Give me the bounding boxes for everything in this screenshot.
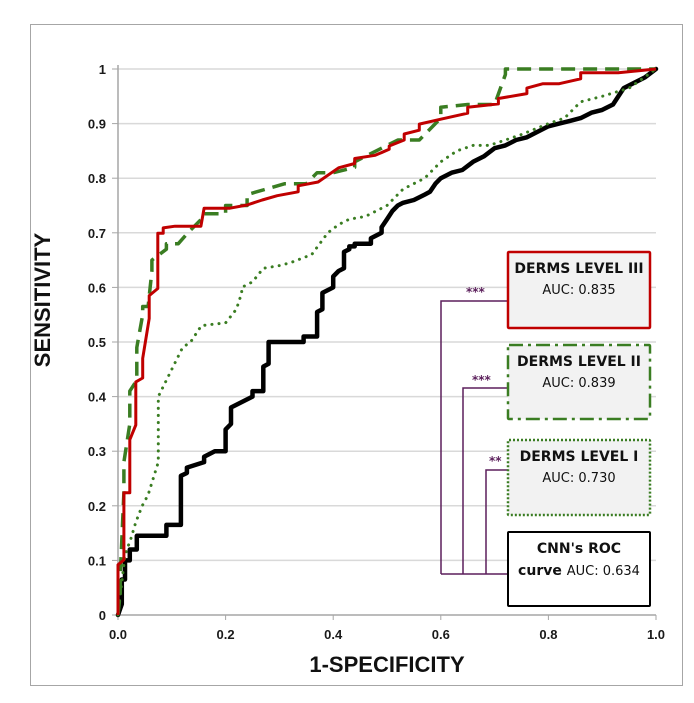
legend-box: [507, 531, 651, 607]
significance-label: ***: [472, 373, 492, 387]
legend-derms-level-3: DERMS LEVEL III AUC: 0.835: [506, 250, 652, 330]
legend-box: [506, 438, 652, 517]
curve-cnn: [115, 66, 659, 618]
y-tick-label: 0.2: [88, 499, 106, 514]
y-tick-label: 0.6: [88, 280, 106, 295]
legend-derms-level-1: DERMS LEVEL I AUC: 0.730: [506, 438, 652, 517]
x-tick-label: 0.6: [432, 627, 450, 642]
y-tick-label: 0.7: [88, 226, 106, 241]
x-tick-label: 0.4: [324, 627, 343, 642]
legend-title: DERMS LEVEL II: [517, 354, 641, 370]
y-tick-label: 0: [99, 608, 106, 623]
legend-box: [506, 343, 652, 421]
legend: DERMS LEVEL III AUC: 0.835 DERMS LEVEL II A…: [506, 250, 652, 607]
bracket-line: [440, 300, 508, 574]
significance-label: ***: [466, 285, 486, 299]
x-tick-label: 1.0: [647, 627, 665, 642]
legend-box: [506, 250, 652, 330]
x-tick-label: 0.8: [539, 627, 557, 642]
significance-brackets: ********: [440, 285, 508, 575]
legend-auc: AUC: 0.730: [542, 471, 615, 486]
y-tick-label: 1: [99, 62, 106, 77]
significance-label: **: [489, 454, 502, 468]
curve-derms-level-2: [116, 67, 656, 616]
legend-derms-level-2: DERMS LEVEL II AUC: 0.839: [506, 343, 652, 421]
y-axis-title: SENSITIVITY: [30, 232, 55, 367]
y-tick-label: 0.1: [88, 553, 106, 568]
legend-cnn: CNN's ROC curve AUC: 0.634: [507, 531, 651, 607]
roc-curves: [115, 66, 659, 618]
y-tick-label: 0.9: [88, 117, 106, 132]
x-tick-label: 0.2: [217, 627, 235, 642]
x-tick-labels: 0.0 0.2 0.4 0.6 0.8 1.0: [109, 627, 665, 642]
bracket-line: [462, 387, 508, 574]
curve-derms-level-3: [116, 67, 657, 615]
y-tick-label: 0.8: [88, 171, 106, 186]
axes: [112, 65, 657, 620]
y-tick-label: 0.4: [88, 390, 107, 405]
x-axis-title: 1-SPECIFICITY: [309, 652, 465, 677]
legend-auc-line: curve AUC: 0.634: [518, 563, 640, 579]
y-tick-label: 0.3: [88, 444, 106, 459]
y-tick-label: 0.5: [88, 335, 106, 350]
legend-title-cont: curve: [518, 563, 567, 579]
legend-auc: AUC: 0.634: [567, 564, 640, 579]
x-tick-label: 0.0: [109, 627, 127, 642]
legend-title: CNN's ROC: [537, 541, 621, 557]
legend-title: DERMS LEVEL I: [520, 449, 639, 465]
legend-title: DERMS LEVEL III: [514, 261, 643, 277]
legend-auc: AUC: 0.839: [542, 376, 615, 391]
bracket-line: [485, 469, 508, 574]
y-tick-labels: 0 0.1 0.2 0.3 0.4 0.5 0.6 0.7 0.8 0.9 1: [88, 62, 107, 623]
legend-auc: AUC: 0.835: [542, 283, 615, 298]
